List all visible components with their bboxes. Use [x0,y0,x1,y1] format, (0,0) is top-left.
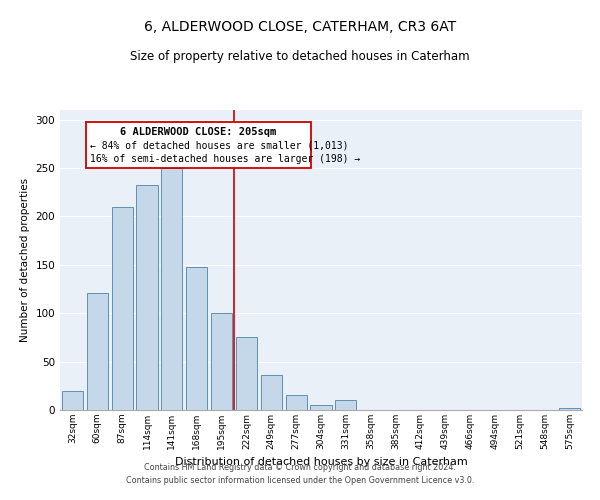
Bar [310,405,332,410]
Bar [136,186,158,410]
Y-axis label: Number of detached properties: Number of detached properties [20,178,30,342]
Bar [86,122,311,168]
X-axis label: Distribution of detached houses by size in Caterham: Distribution of detached houses by size … [175,458,467,468]
Text: 6, ALDERWOOD CLOSE, CATERHAM, CR3 6AT: 6, ALDERWOOD CLOSE, CATERHAM, CR3 6AT [144,20,456,34]
Bar [186,267,207,410]
Text: 16% of semi-detached houses are larger (198) →: 16% of semi-detached houses are larger (… [90,154,360,164]
Text: Size of property relative to detached houses in Caterham: Size of property relative to detached ho… [130,50,470,63]
Bar [112,207,133,410]
Text: Contains HM Land Registry data © Crown copyright and database right 2024.
Contai: Contains HM Land Registry data © Crown c… [126,464,474,485]
Bar [87,293,108,410]
Bar [559,408,580,410]
Bar [335,400,356,410]
Bar [261,375,282,410]
Bar [161,168,182,410]
Bar [286,394,307,410]
Text: 6 ALDERWOOD CLOSE: 205sqm: 6 ALDERWOOD CLOSE: 205sqm [121,128,277,138]
Bar [211,313,232,410]
Text: ← 84% of detached houses are smaller (1,013): ← 84% of detached houses are smaller (1,… [90,141,349,151]
Bar [236,338,257,410]
Bar [62,390,83,410]
